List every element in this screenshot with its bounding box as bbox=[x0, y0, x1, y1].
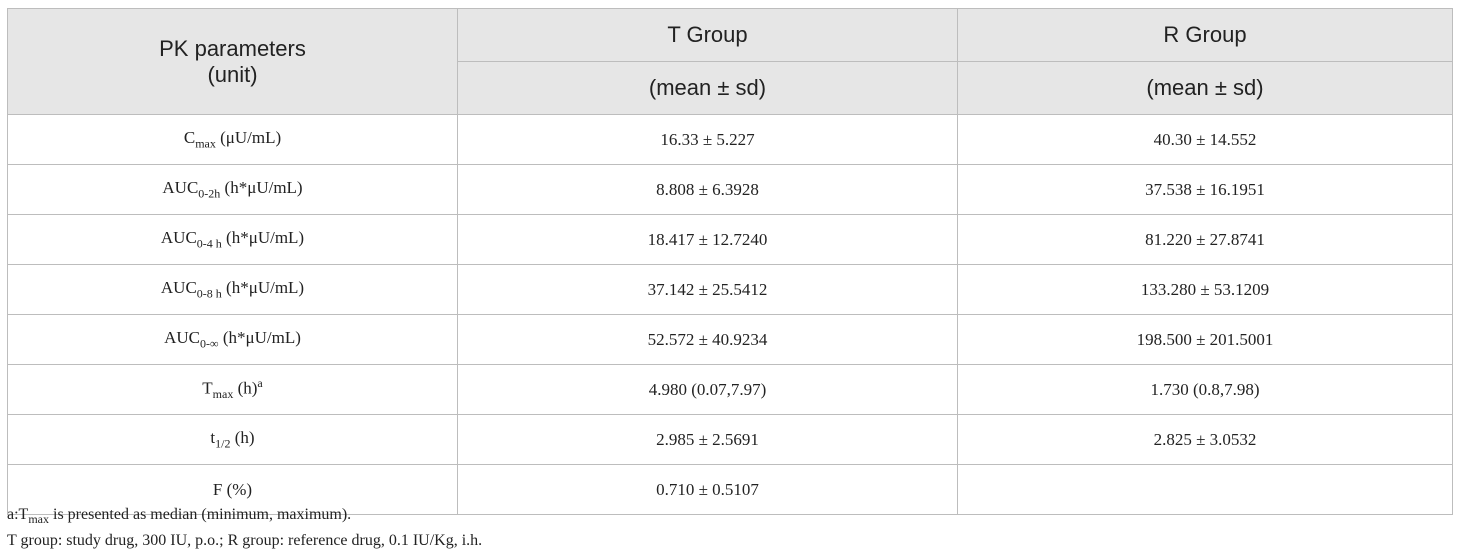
r-value: 1.730 (0.8,7.98) bbox=[957, 364, 1453, 415]
table-row: Tmax (h)a 4.980 (0.07,7.97) 1.730 (0.8,7.9… bbox=[7, 364, 1453, 415]
r-header: R Group bbox=[957, 8, 1453, 62]
t-header: T Group bbox=[457, 8, 958, 62]
param-cell: Cmax (μU/mL) bbox=[7, 114, 458, 165]
t-value: 0.710 ± 0.5107 bbox=[457, 464, 958, 515]
table-row: Cmax (μU/mL) 16.33 ± 5.227 40.30 ± 14.552 bbox=[7, 114, 1453, 165]
param-cell: AUC0-4 h (h*μU/mL) bbox=[7, 214, 458, 265]
table-row: AUC0-4 h (h*μU/mL) 18.417 ± 12.7240 81.220… bbox=[7, 214, 1453, 265]
r-value: 198.500 ± 201.5001 bbox=[957, 314, 1453, 365]
param-sub: 0-4 h bbox=[196, 236, 222, 251]
param-unit: (μU/mL) bbox=[215, 127, 282, 147]
param-name: F (%) bbox=[212, 479, 253, 499]
t-value: 4.980 (0.07,7.97) bbox=[457, 364, 958, 415]
r-value: 2.825 ± 3.0532 bbox=[957, 414, 1453, 465]
header-text: PK parameters bbox=[159, 35, 306, 61]
footnote: T group: study drug, 300 IU, p.o.; R gro… bbox=[7, 532, 482, 550]
param-sub: max bbox=[195, 136, 216, 151]
t-note: (mean ± sd) bbox=[457, 61, 958, 115]
param-name: AUC bbox=[164, 327, 201, 347]
table-row: F (%) 0.710 ± 0.5107 bbox=[7, 464, 1453, 515]
r-value: 133.280 ± 53.1209 bbox=[957, 264, 1453, 315]
t-value: 16.33 ± 5.227 bbox=[457, 114, 958, 165]
footnote-text: is presented as median (minimum, maximum… bbox=[49, 506, 352, 523]
param-name: T bbox=[202, 379, 213, 399]
t-value: 8.808 ± 6.3928 bbox=[457, 164, 958, 215]
param-unit: (h*μU/mL) bbox=[220, 177, 303, 197]
table-row: AUC0-2h (h*μU/mL) 8.808 ± 6.3928 37.538 ± … bbox=[7, 164, 1453, 215]
param-cell: AUC0-2h (h*μU/mL) bbox=[7, 164, 458, 215]
t-value: 2.985 ± 2.5691 bbox=[457, 414, 958, 465]
param-sup: a bbox=[257, 376, 263, 391]
r-value: 40.30 ± 14.552 bbox=[957, 114, 1453, 165]
footnote-text: T group: study drug, 300 IU, p.o.; R gro… bbox=[7, 532, 483, 549]
header-text: (unit) bbox=[207, 61, 258, 87]
r-value bbox=[957, 464, 1453, 515]
t-value: 18.417 ± 12.7240 bbox=[457, 214, 958, 265]
param-cell: F (%) bbox=[7, 464, 458, 515]
param-unit: (h) bbox=[233, 379, 258, 399]
param-cell: t1/2 (h) bbox=[7, 414, 458, 465]
t-value: 37.142 ± 25.5412 bbox=[457, 264, 958, 315]
param-name: AUC bbox=[162, 177, 199, 197]
param-sub: max bbox=[212, 387, 234, 402]
param-sub: 1/2 bbox=[215, 436, 231, 451]
param-header: PK parameters (unit) bbox=[7, 8, 458, 115]
pk-table: PK parameters (unit) T Group R Group (mea… bbox=[7, 8, 1453, 515]
param-cell: AUC0-∞ (h*μU/mL) bbox=[7, 314, 458, 365]
footnote-sub: max bbox=[28, 512, 49, 527]
param-sub: 0-2h bbox=[198, 186, 221, 201]
table-row: AUC0-8 h (h*μU/mL) 37.142 ± 25.5412 133.28… bbox=[7, 264, 1453, 315]
param-sub: 0-∞ bbox=[200, 336, 219, 351]
footnote-prefix: a:T bbox=[7, 506, 29, 523]
param-sub: 0-8 h bbox=[196, 286, 222, 301]
table-row: AUC0-∞ (h*μU/mL) 52.572 ± 40.9234 198.500 … bbox=[7, 314, 1453, 365]
param-cell: Tmax (h)a bbox=[7, 364, 458, 415]
param-name: t bbox=[210, 427, 216, 447]
param-name: C bbox=[183, 127, 196, 147]
footnote: a:Tmax is presented as median (minimum, … bbox=[7, 506, 351, 527]
param-name: AUC bbox=[160, 277, 197, 297]
param-unit: (h*μU/mL) bbox=[221, 277, 305, 297]
param-unit: (h*μU/mL) bbox=[221, 227, 305, 247]
table-row: t1/2 (h) 2.985 ± 2.5691 2.825 ± 3.0532 bbox=[7, 414, 1453, 465]
r-note: (mean ± sd) bbox=[957, 61, 1453, 115]
param-cell: AUC0-8 h (h*μU/mL) bbox=[7, 264, 458, 315]
param-name: AUC bbox=[160, 227, 197, 247]
param-unit: (h) bbox=[230, 427, 255, 447]
r-value: 81.220 ± 27.8741 bbox=[957, 214, 1453, 265]
r-value: 37.538 ± 16.1951 bbox=[957, 164, 1453, 215]
t-value: 52.572 ± 40.9234 bbox=[457, 314, 958, 365]
param-unit: (h*μU/mL) bbox=[218, 327, 301, 347]
